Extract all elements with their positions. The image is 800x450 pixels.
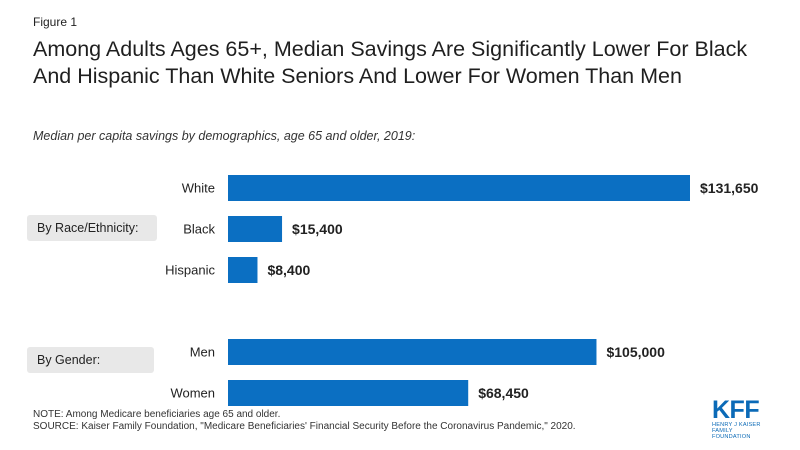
category-label-hispanic: Hispanic [165,263,215,278]
kff-logo: KFF HENRY J KAISER FAMILY FOUNDATION [712,396,770,441]
bar-hispanic [228,257,258,283]
chart-title: Among Adults Ages 65+, Median Savings Ar… [33,37,748,88]
bar-black [228,216,283,242]
value-label-black: $15,400 [292,221,343,237]
bar-women [228,380,469,406]
group-label-race: By Race/Ethnicity: [27,215,157,241]
chart-subtitle: Median per capita savings by demographic… [33,129,416,143]
category-label-men: Men [190,345,215,360]
logo-mark: KFF [712,396,760,424]
category-label-white: White [182,181,215,196]
value-label-women: $68,450 [478,385,529,401]
value-label-men: $105,000 [606,344,665,360]
value-label-white: $131,650 [700,180,759,196]
bar-white [228,175,690,201]
chart-notes: NOTE: Among Medicare beneficiaries age 6… [33,409,576,433]
category-label-black: Black [183,222,215,237]
figure-label: Figure 1 [33,15,78,29]
logo-line-2: FAMILY FOUNDATION [712,428,751,440]
logo-line-1: HENRY J KAISER [712,422,761,428]
source-text: SOURCE: Kaiser Family Foundation, "Medic… [33,421,576,432]
note-text: NOTE: Among Medicare beneficiaries age 6… [33,409,281,420]
bar-men [228,339,597,365]
value-label-hispanic: $8,400 [267,262,310,278]
group-label-gender: By Gender: [27,347,154,373]
category-label-women: Women [170,386,215,401]
